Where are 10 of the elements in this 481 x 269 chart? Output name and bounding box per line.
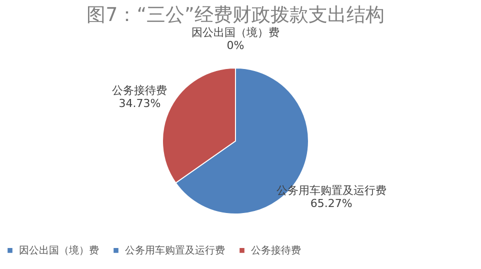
data-label: 34.73% xyxy=(118,97,161,110)
chart-title: 图7：“三公”经费财政拨款支出结构 xyxy=(86,4,384,26)
legend-label: 公务接待费 xyxy=(251,244,301,256)
category-label: 因公出国（境）费 xyxy=(192,26,280,39)
text: 0% xyxy=(226,39,244,52)
slice-label: 公务用车购置及运行费 xyxy=(276,184,386,197)
data-label: 65.27% xyxy=(310,196,352,210)
legend-label: 因公出国（境）费 xyxy=(19,244,99,256)
legend-label: 公务用车购置及运行费 xyxy=(125,244,225,256)
slice-label: 公务接待费 xyxy=(112,84,168,98)
